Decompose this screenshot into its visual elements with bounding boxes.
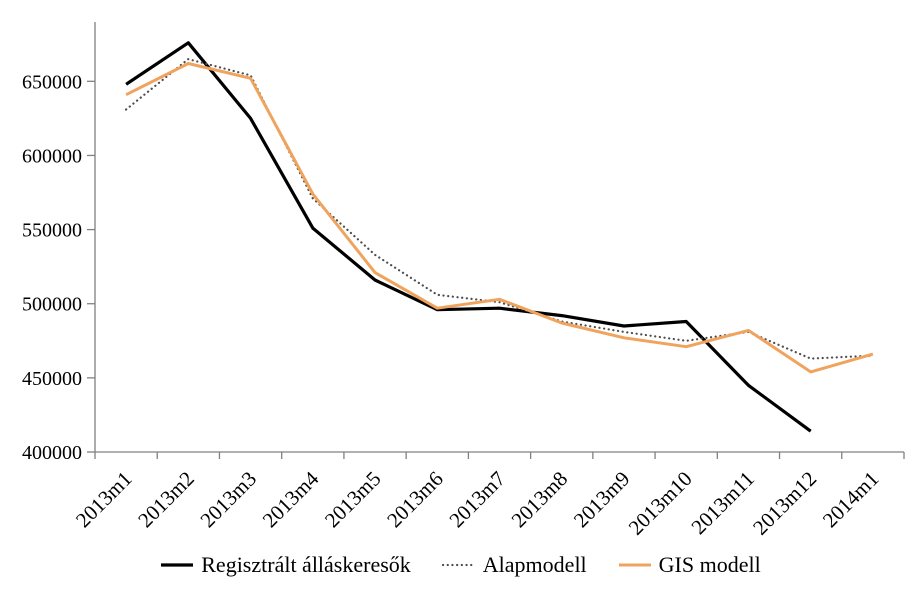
x-tick-label: 2013m6 [382, 467, 448, 533]
chart-legend: Regisztrált álláskeresők Alapmodell GIS … [0, 552, 920, 578]
y-tick-label: 400000 [22, 442, 82, 464]
series-line-2-gis-modell [125, 62, 874, 374]
x-tick-label: 2013m2 [133, 467, 199, 533]
legend-label-gis-modell: GIS modell [658, 552, 761, 577]
x-tick-label: 2013m4 [258, 466, 324, 532]
legend-item-registered: Regisztrált álláskeresők [159, 552, 411, 578]
x-tick-label: 2013m5 [320, 467, 386, 533]
y-tick-label: 600000 [22, 145, 82, 167]
x-tick-label: 2013m3 [195, 467, 261, 533]
legend-label-registered: Regisztrált álláskeresők [201, 552, 411, 577]
x-tick-label: 2013m12 [748, 467, 821, 540]
legend-item-gis-modell: GIS modell [617, 552, 761, 578]
x-tick-label: 2013m10 [624, 467, 697, 540]
x-tick-label: 2013m8 [507, 467, 573, 533]
legend-swatch-solid-orange-line [618, 563, 651, 567]
x-tick-label: 2013m7 [444, 467, 510, 533]
y-tick-label: 450000 [22, 368, 82, 390]
x-tick-label: 2013m11 [686, 467, 759, 540]
x-tick-label: 2013m1 [71, 467, 137, 533]
x-tick-label: 2014m1 [818, 467, 884, 533]
y-tick-label: 550000 [22, 220, 82, 242]
series-line-0-registered [125, 41, 812, 433]
legend-item-alapmodell: Alapmodell [441, 552, 587, 578]
legend-swatch-dotted-gray-line [441, 563, 476, 567]
y-tick-label: 650000 [22, 71, 82, 93]
legend-swatch-solid-black-line [161, 563, 194, 567]
legend-label-alapmodell: Alapmodell [482, 552, 587, 577]
y-tick-label: 500000 [22, 294, 82, 316]
